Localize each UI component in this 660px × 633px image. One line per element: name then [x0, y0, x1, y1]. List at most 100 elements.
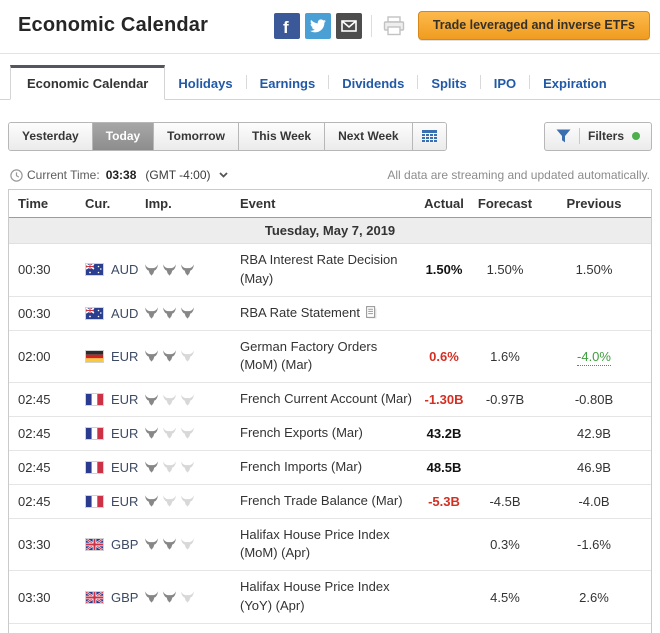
event-link[interactable]: French Current Account (Mar)	[240, 391, 412, 407]
previous-value: 42.9B	[537, 416, 651, 451]
table-row: 00:30 AUD RBA Rate Statement	[9, 296, 651, 331]
filters-label: Filters	[587, 129, 624, 143]
event-link[interactable]: German Factory Orders (MoM) (Mar)	[240, 338, 378, 373]
flag-icon-au	[85, 263, 104, 277]
date-range-group: Yesterday Today Tomorrow This Week Next Week	[8, 122, 447, 151]
print-icon[interactable]	[381, 13, 407, 39]
forecast-value	[473, 416, 537, 451]
funnel-icon	[556, 129, 571, 143]
timezone-value: (GMT -4:00)	[145, 168, 211, 182]
currency-code[interactable]: EUR	[111, 493, 139, 509]
bull-icon	[145, 264, 158, 276]
event-time: 03:30	[9, 570, 75, 624]
tab-divider	[328, 75, 330, 89]
range-button-yesterday[interactable]: Yesterday	[9, 123, 93, 150]
importance-cell	[143, 296, 231, 331]
range-button-today[interactable]: Today	[92, 123, 155, 150]
event-link[interactable]: RBA Interest Rate Decision (May)	[240, 252, 398, 286]
currency-code[interactable]: EUR	[111, 392, 139, 408]
svg-text:f: f	[283, 18, 289, 35]
tab-ipo[interactable]: IPO	[493, 76, 517, 91]
current-time-selector[interactable]: Current Time: 03:38 (GMT -4:00)	[10, 168, 228, 182]
forecast-value	[473, 450, 537, 485]
currency-code[interactable]: EUR	[111, 348, 139, 364]
event-cell: RBA Rate Statement	[231, 296, 415, 331]
section-tabs: Economic Calendar Holidays Earnings Dividen…	[0, 65, 660, 100]
calendar-grid-icon[interactable]	[412, 123, 446, 150]
flag-icon-fr	[85, 393, 104, 407]
currency-cell: EUR	[75, 382, 143, 418]
date-banner: Tuesday, May 7, 2019	[9, 217, 651, 244]
actual-value: 43.2B	[415, 416, 473, 451]
event-link[interactable]: RBA Rate Statement	[240, 304, 360, 320]
event-cell: Halifax House Price Index (YoY) (Apr)	[231, 570, 415, 624]
header-actions: f Trade leveraged and inverse ETFs	[273, 11, 650, 40]
calendar-table: Time Cur. Imp. Event Actual Forecast Previous …	[8, 189, 652, 633]
currency-code[interactable]: AUD	[111, 305, 139, 321]
currency-cell: EUR	[75, 330, 143, 384]
importance-bulls	[145, 427, 231, 440]
currency-code[interactable]: AUD	[111, 262, 139, 278]
currency-code[interactable]: EUR	[111, 459, 139, 475]
column-header-time: Time	[9, 190, 75, 218]
currency-cell: AUD	[75, 243, 143, 297]
trade-etfs-button[interactable]: Trade leveraged and inverse ETFs	[417, 11, 650, 40]
event-link[interactable]: Halifax House Price Index (MoM) (Apr)	[240, 526, 390, 561]
table-row: 02:45 EUR French Exports (Mar) 43.2B 42.9B	[9, 416, 651, 451]
importance-bulls	[145, 591, 231, 603]
flag-icon-de	[85, 349, 104, 363]
event-link[interactable]: BoE MPC Member Cunliffe Speaks	[240, 632, 396, 633]
currency-cell: AUD	[75, 296, 143, 331]
tab-holidays[interactable]: Holidays	[178, 76, 233, 91]
bull-icon	[181, 427, 194, 440]
tab-economic-calendar[interactable]: Economic Calendar	[10, 65, 166, 100]
range-button-next-week[interactable]: Next Week	[325, 123, 413, 150]
previous-value: -4.0%	[537, 330, 651, 384]
event-time: 02:00	[9, 330, 75, 384]
importance-bulls	[145, 350, 231, 362]
email-icon[interactable]	[335, 12, 362, 39]
previous-value: -4.0B	[537, 484, 651, 519]
previous-value: -0.80B	[537, 382, 651, 418]
event-link[interactable]: French Exports (Mar)	[240, 425, 363, 441]
flag-icon-au	[85, 306, 104, 320]
tab-expiration[interactable]: Expiration	[543, 76, 607, 91]
filters-button[interactable]: Filters	[543, 122, 652, 151]
flag-icon-fr	[85, 460, 104, 474]
currency-cell: EUR	[75, 416, 143, 451]
importance-bulls	[145, 461, 231, 473]
event-cell: BoE MPC Member Cunliffe Speaks	[231, 623, 415, 633]
actual-value: -1.30B	[415, 382, 473, 418]
range-button-tomorrow[interactable]: Tomorrow	[154, 123, 239, 150]
importance-cell	[143, 623, 231, 633]
bull-icon	[163, 495, 176, 507]
currency-code[interactable]: GBP	[111, 589, 139, 605]
table-row: 02:45 EUR French Trade Balance (Mar) -5.3B -…	[9, 484, 651, 519]
twitter-icon[interactable]	[304, 12, 331, 39]
event-link[interactable]: Halifax House Price Index (YoY) (Apr)	[240, 579, 390, 614]
importance-cell	[143, 484, 231, 519]
forecast-value: 1.50%	[473, 243, 537, 297]
tab-dividends[interactable]: Dividends	[342, 76, 405, 91]
streaming-note: All data are streaming and updated autom…	[387, 168, 650, 182]
currency-code[interactable]: GBP	[111, 536, 139, 552]
bull-icon	[145, 591, 158, 603]
range-button-this-week[interactable]: This Week	[238, 123, 326, 150]
importance-bulls	[145, 264, 231, 276]
column-header-cur: Cur.	[75, 190, 143, 218]
currency-code[interactable]: EUR	[111, 425, 139, 441]
column-header-previous: Previous	[537, 190, 651, 218]
tab-splits[interactable]: Splits	[431, 76, 467, 91]
report-icon[interactable]	[366, 305, 377, 319]
facebook-icon[interactable]: f	[273, 12, 300, 39]
bull-icon	[163, 427, 176, 440]
tab-earnings[interactable]: Earnings	[259, 76, 316, 91]
column-header-event: Event	[231, 190, 415, 218]
importance-cell	[143, 570, 231, 624]
bull-icon	[145, 350, 158, 362]
bull-icon	[145, 495, 158, 507]
importance-bulls	[145, 394, 231, 406]
event-link[interactable]: French Imports (Mar)	[240, 458, 363, 474]
currency-cell: GBP	[75, 623, 143, 633]
event-link[interactable]: French Trade Balance (Mar)	[240, 492, 403, 508]
